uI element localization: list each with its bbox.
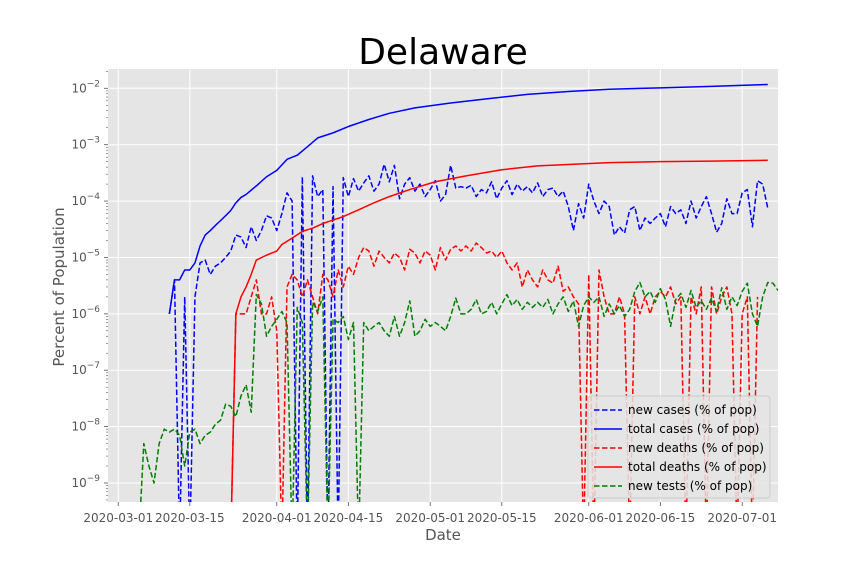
y-tick-exponent: −3 — [87, 136, 100, 146]
y-tick-base: 10 — [71, 420, 86, 434]
x-axis: 2020-03-01 2020-03-15 2020-04-01 2020-04-15… — [83, 502, 777, 525]
y-axis: 10−910−810−710−610−510−410−310−2 — [71, 71, 108, 501]
legend-label: total cases (% of pop) — [628, 422, 759, 436]
legend: new cases (% of pop) total cases (% of po… — [587, 395, 771, 499]
series-line-1 — [168, 83, 768, 314]
x-tick-label: 2020-03-15 — [155, 511, 225, 525]
legend-label: total deaths (% of pop) — [628, 460, 767, 474]
series-line-4 — [140, 281, 778, 502]
y-tick-label: 10−8 — [71, 418, 100, 434]
y-tick-exponent: −4 — [87, 192, 101, 202]
y-tick-exponent: −6 — [87, 305, 101, 315]
x-tick-label: 2020-06-01 — [554, 511, 624, 525]
y-tick-base: 10 — [71, 476, 86, 490]
chart-title: Delaware — [358, 32, 528, 73]
y-tick-exponent: −7 — [87, 361, 100, 371]
y-tick-label: 10−3 — [71, 136, 100, 152]
y-tick-base: 10 — [71, 138, 86, 152]
x-tick-label: 2020-05-15 — [467, 511, 537, 525]
x-tick-label: 2020-05-01 — [395, 511, 465, 525]
x-tick-label: 2020-03-01 — [83, 511, 153, 525]
series-line-0 — [168, 163, 769, 502]
y-tick-label: 10−5 — [71, 248, 100, 264]
series-line-3 — [230, 159, 768, 502]
y-axis-label: Percent of Population — [50, 207, 68, 366]
y-tick-base: 10 — [71, 81, 86, 95]
y-tick-base: 10 — [71, 194, 86, 208]
y-tick-label: 10−9 — [71, 474, 100, 490]
y-tick-label: 10−2 — [71, 79, 100, 95]
y-tick-label: 10−4 — [71, 192, 100, 208]
legend-label: new deaths (% of pop) — [628, 441, 764, 455]
y-tick-exponent: −8 — [87, 418, 101, 428]
series-line-2 — [230, 242, 759, 502]
x-tick-label: 2020-04-01 — [242, 511, 312, 525]
y-tick-base: 10 — [71, 363, 86, 377]
x-axis-label: Date — [425, 526, 461, 544]
y-tick-exponent: −2 — [87, 79, 100, 89]
y-tick-label: 10−7 — [71, 361, 100, 377]
x-tick-label: 2020-06-15 — [625, 511, 695, 525]
y-tick-label: 10−6 — [71, 305, 100, 321]
series-lines — [140, 83, 778, 502]
y-tick-exponent: −9 — [87, 474, 101, 484]
y-tick-base: 10 — [71, 307, 86, 321]
legend-label: new cases (% of pop) — [628, 403, 757, 417]
y-tick-base: 10 — [71, 250, 86, 264]
x-tick-label: 2020-04-15 — [314, 511, 384, 525]
x-tick-label: 2020-07-01 — [707, 511, 777, 525]
legend-box — [587, 395, 771, 499]
y-tick-exponent: −5 — [87, 248, 100, 258]
legend-label: new tests (% of pop) — [628, 479, 752, 493]
